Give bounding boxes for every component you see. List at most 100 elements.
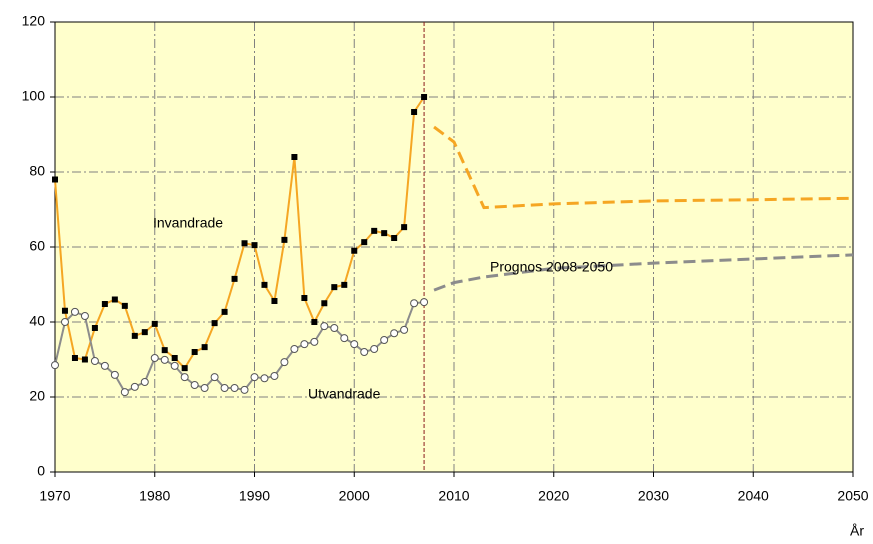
y-tick-label: 120	[22, 13, 46, 29]
point	[180, 373, 189, 382]
point	[330, 324, 339, 332]
plot-border	[54, 21, 854, 473]
point	[151, 320, 158, 327]
point	[301, 295, 308, 301]
point	[400, 325, 409, 334]
y-tick-label: 20	[29, 388, 45, 404]
point	[191, 349, 198, 355]
x-tick-label: 2030	[638, 488, 669, 504]
x-tick-label: 1990	[239, 488, 270, 504]
point	[260, 374, 269, 383]
point	[250, 373, 259, 382]
point	[51, 361, 59, 370]
point	[100, 361, 109, 370]
point	[311, 319, 318, 325]
y-tick-label: 60	[29, 238, 45, 254]
point	[121, 302, 128, 309]
point	[310, 337, 319, 346]
point	[61, 307, 68, 314]
x-tick-label: 2040	[738, 488, 769, 504]
point	[261, 281, 268, 288]
point	[201, 344, 208, 351]
x-tick-label: 1980	[139, 488, 170, 504]
series-label: Invandrade	[153, 215, 223, 231]
point	[281, 236, 288, 243]
point	[421, 94, 428, 100]
forecast-line	[433, 125, 854, 210]
x-tick-label: 1970	[39, 488, 70, 504]
point	[291, 154, 298, 160]
point	[371, 227, 378, 234]
y-tick-label: 0	[37, 463, 45, 479]
point	[340, 334, 349, 343]
point	[280, 358, 289, 367]
series-label: Utvandrade	[308, 386, 381, 402]
point	[70, 307, 79, 316]
point	[221, 308, 228, 315]
point	[290, 345, 299, 353]
point	[110, 370, 119, 379]
point	[240, 385, 249, 394]
point	[341, 281, 348, 288]
point	[231, 275, 238, 282]
point	[331, 284, 338, 291]
forecast-label: Prognos 2008-2050	[490, 259, 613, 275]
point	[171, 355, 178, 361]
point	[90, 357, 99, 365]
y-tick-label: 100	[22, 88, 46, 104]
point	[161, 347, 168, 354]
point	[200, 384, 209, 392]
point	[230, 384, 239, 392]
point	[160, 355, 169, 364]
point	[211, 320, 218, 327]
point	[181, 365, 188, 372]
point	[300, 340, 309, 349]
point	[150, 354, 159, 362]
x-tick-label: 2000	[339, 488, 370, 504]
point	[52, 176, 58, 183]
point	[131, 332, 138, 339]
point	[141, 329, 148, 336]
point	[411, 109, 418, 115]
y-tick-label: 80	[29, 163, 45, 179]
point	[381, 230, 388, 237]
point	[81, 356, 88, 363]
point	[270, 372, 279, 380]
point	[241, 240, 248, 247]
point	[391, 235, 398, 241]
point	[370, 345, 379, 353]
point	[71, 355, 78, 361]
point	[360, 348, 369, 356]
point	[210, 373, 219, 382]
point	[350, 340, 359, 349]
point	[401, 224, 408, 231]
x-tick-label: 2050	[837, 488, 868, 504]
forecast-line	[433, 253, 854, 292]
point	[170, 361, 179, 370]
point	[130, 382, 139, 391]
y-tick-label: 40	[29, 313, 45, 329]
point	[91, 325, 98, 331]
point	[351, 247, 358, 254]
point	[420, 298, 429, 307]
point	[251, 242, 258, 249]
point	[111, 296, 118, 303]
point	[60, 318, 69, 326]
point	[271, 298, 278, 304]
point	[361, 239, 368, 246]
point	[390, 329, 399, 338]
x-axis-label: År	[850, 523, 864, 539]
point	[380, 336, 389, 344]
x-tick-label: 2020	[538, 488, 569, 504]
point	[320, 322, 329, 331]
point	[190, 381, 199, 389]
x-tick-label: 2010	[438, 488, 469, 504]
point	[321, 300, 328, 307]
point	[120, 388, 129, 397]
point	[101, 301, 108, 307]
point	[220, 384, 229, 392]
point	[140, 378, 149, 386]
point	[410, 299, 419, 308]
point	[80, 312, 89, 320]
